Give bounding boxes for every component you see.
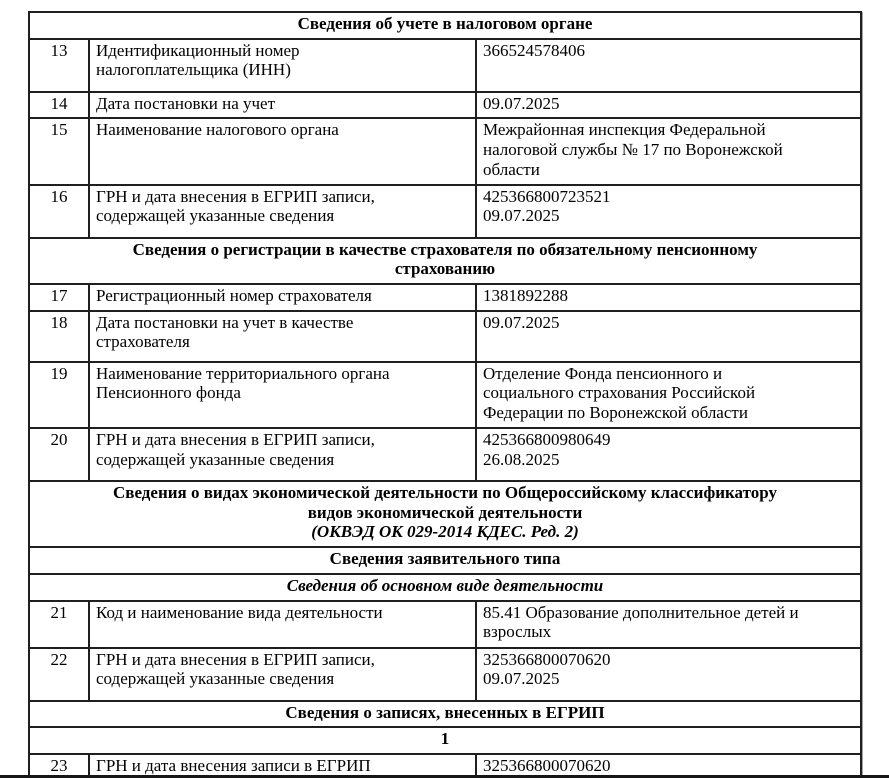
record-index-header: 1 xyxy=(27,726,863,755)
row-value-grn: 425366800723521 09.07.2025 xyxy=(474,183,863,239)
section-header-row: Сведения о видах экономической деятельно… xyxy=(27,479,863,549)
section-header-row: Сведения о регистрации в качестве страхо… xyxy=(27,236,863,286)
row-value-inn: 366524578406 xyxy=(474,37,863,93)
section-header-row: Сведения заявительного типа xyxy=(27,546,863,575)
row-number: 21 xyxy=(28,599,90,649)
table-row-19: 19 Наименование территориального органа … xyxy=(28,360,863,429)
row-value-grn: 325366800070620 09.07.2025 xyxy=(474,752,863,778)
section-header-row: Сведения о записях, внесенных в ЕГРИП xyxy=(27,699,863,729)
row-label-grn: ГРН и дата внесения в ЕГРИП записи, соде… xyxy=(88,426,477,482)
row-value-activity-code: 85.41 Образование дополнительное детей и… xyxy=(474,599,863,649)
section-header-row: Сведения об основном виде деятельности xyxy=(27,572,863,602)
row-number: 13 xyxy=(28,37,90,93)
table-row-16: 16 ГРН и дата внесения в ЕГРИП записи, с… xyxy=(28,183,863,239)
section-title-tax-registration: Сведения об учете в налоговом органе xyxy=(27,11,863,40)
row-number: 16 xyxy=(28,183,90,239)
section-title-okved: Сведения о видах экономической деятельно… xyxy=(27,479,863,549)
section-title-declarative-type: Сведения заявительного типа xyxy=(27,546,863,575)
row-value-registration-date: 09.07.2025 xyxy=(474,90,863,120)
section-title-main-activity: Сведения об основном виде деятельности xyxy=(27,572,863,602)
row-value-insurer-date: 09.07.2025 xyxy=(474,309,863,363)
row-value-insurer-number: 1381892288 xyxy=(474,283,863,312)
table-row-17: 17 Регистрационный номер страхователя 13… xyxy=(28,283,863,312)
grn-date: 09.07.2025 xyxy=(483,206,560,226)
grn-number: 425366800980649 xyxy=(483,429,611,449)
okved-classifier-subtitle: (ОКВЭД ОК 029-2014 КДЕС. Ред. 2) xyxy=(311,522,579,542)
row-label-grn: ГРН и дата внесения в ЕГРИП записи, соде… xyxy=(88,183,477,239)
row-label-grn-record: ГРН и дата внесения записи в ЕГРИП xyxy=(88,752,477,778)
table-row-22: 22 ГРН и дата внесения в ЕГРИП записи, с… xyxy=(28,646,863,702)
row-number: 19 xyxy=(28,360,90,429)
row-label-activity-code: Код и наименование вида деятельности xyxy=(88,599,477,649)
row-number: 15 xyxy=(28,117,90,186)
row-number: 23 xyxy=(28,752,90,778)
row-number: 14 xyxy=(28,90,90,120)
okved-section-title: Сведения о видах экономической деятельно… xyxy=(113,482,777,522)
viewport-bottom-edge xyxy=(0,775,889,778)
row-label-grn: ГРН и дата внесения в ЕГРИП записи, соде… xyxy=(88,646,477,702)
row-number: 18 xyxy=(28,309,90,363)
grn-date: 26.08.2025 xyxy=(483,449,560,469)
table-row-20: 20 ГРН и дата внесения в ЕГРИП записи, с… xyxy=(28,426,863,482)
section-header-row: Сведения об учете в налоговом органе xyxy=(27,11,863,40)
table-row-23: 23 ГРН и дата внесения записи в ЕГРИП 32… xyxy=(28,752,863,778)
egrip-extract-table: Сведения об учете в налоговом органе 13 … xyxy=(27,11,863,778)
row-number: 20 xyxy=(28,426,90,482)
table-row-15: 15 Наименование налогового органа Межрай… xyxy=(28,117,863,186)
row-number: 17 xyxy=(28,283,90,312)
row-number: 22 xyxy=(28,646,90,702)
section-header-row: 1 xyxy=(27,726,863,755)
row-label-pension-fund: Наименование территориального органа Пен… xyxy=(88,360,477,429)
grn-number: 325366800070620 xyxy=(483,649,611,669)
table-row-18: 18 Дата постановки на учет в качестве ст… xyxy=(28,309,863,363)
table-row-21: 21 Код и наименование вида деятельности … xyxy=(28,599,863,649)
row-label-insurer-number: Регистрационный номер страхователя xyxy=(88,283,477,312)
row-value-pension-fund: Отделение Фонда пенсионного и социальног… xyxy=(474,360,863,429)
row-label-tax-authority: Наименование налогового органа xyxy=(88,117,477,186)
table-row-14: 14 Дата постановки на учет 09.07.2025 xyxy=(28,90,863,120)
row-label-insurer-date: Дата постановки на учет в качестве страх… xyxy=(88,309,477,363)
row-value-grn: 325366800070620 09.07.2025 xyxy=(474,646,863,702)
section-title-egrip-records: Сведения о записях, внесенных в ЕГРИП xyxy=(27,699,863,729)
row-label-inn: Идентификационный номер налогоплательщик… xyxy=(88,37,477,93)
row-value-tax-authority: Межрайонная инспекция Федеральной налого… xyxy=(474,117,863,186)
row-value-grn: 425366800980649 26.08.2025 xyxy=(474,426,863,482)
grn-number: 425366800723521 xyxy=(483,186,611,206)
row-label-registration-date: Дата постановки на учет xyxy=(88,90,477,120)
section-title-pension-insurance: Сведения о регистрации в качестве страхо… xyxy=(27,236,863,286)
grn-date: 09.07.2025 xyxy=(483,669,560,689)
grn-number: 325366800070620 xyxy=(483,755,611,775)
table-row-13: 13 Идентификационный номер налогоплатель… xyxy=(28,37,863,93)
